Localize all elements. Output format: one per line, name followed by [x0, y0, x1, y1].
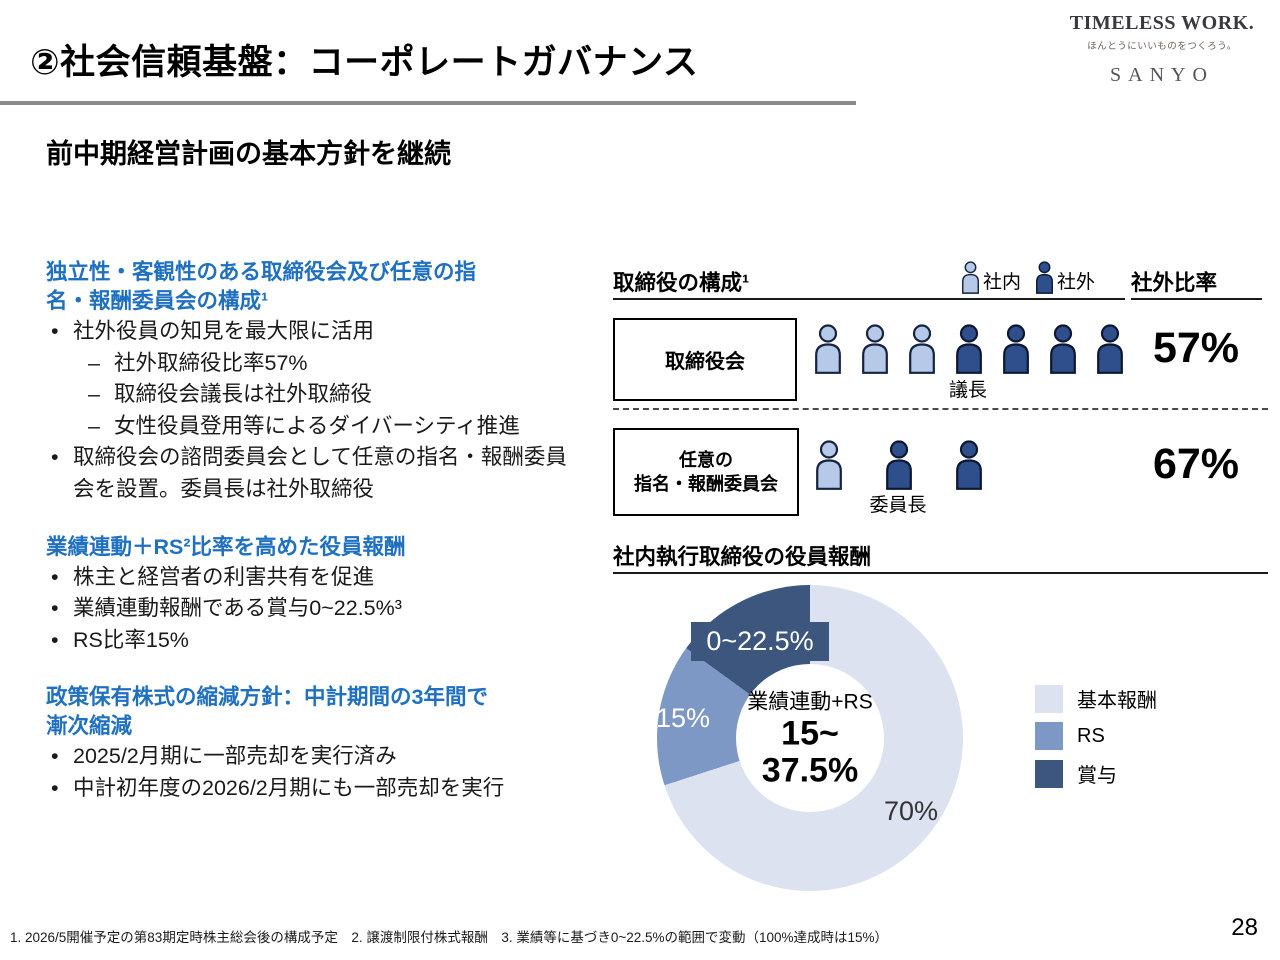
title-divider — [0, 101, 856, 105]
outside-ratio-header: 社外比率 — [1131, 271, 1218, 295]
donut-hole — [736, 664, 884, 812]
section2-heading: 業績連動＋RS²比率を高めた役員報酬 — [46, 534, 406, 559]
donut-center-text: 業績連動+RS 15~ 37.5% — [705, 686, 915, 791]
dashed-divider — [613, 408, 1268, 410]
board-composition-title: 取締役の構成¹ — [613, 271, 750, 295]
bullet-item: 取締役会の諮問委員会として任意の指名・報酬委員会を設置。委員長は社外取締役 — [46, 442, 578, 505]
person-icon-external — [953, 440, 985, 490]
bullet-item: 株主と経営者の利害共有を促進 — [46, 562, 578, 594]
person-icon-external — [1034, 261, 1055, 294]
legend-swatch-bonus — [1035, 759, 1063, 788]
page-number: 28 — [1231, 914, 1258, 941]
legend-label-bonus: 賞与 — [1077, 765, 1117, 787]
legend-item-external: 社外 — [1034, 261, 1095, 294]
legend-item-internal: 社内 — [960, 261, 1021, 294]
committee-box-line2: 指名・報酬委員会 — [634, 474, 778, 494]
donut-center-line1: 業績連動+RS — [747, 690, 873, 714]
person-icon-internal — [859, 324, 891, 374]
board-legend: 社内 社外 — [960, 261, 1105, 294]
person-icon-internal — [906, 324, 938, 374]
person-icon-external — [1047, 324, 1079, 374]
bullet-item: 中計初年度の2026/2月期にも一部売却を実行 — [46, 773, 578, 805]
person-icon-external — [883, 440, 915, 490]
bullet-item: RS比率15% — [46, 625, 578, 657]
chart-legend: 基本報酬 RS 賞与 — [1035, 684, 1157, 797]
legend-item-rs: RS — [1035, 722, 1157, 750]
slice-label-bonus: 0~22.5% — [691, 622, 829, 661]
legend-label-internal: 社内 — [983, 272, 1022, 293]
donut-center-line2: 15~ — [781, 714, 839, 753]
page-title: ②社会信頼基盤：コーポレートガバナンス — [30, 43, 699, 82]
bullet-item: 業績連動報酬である賞与0~22.5%³ — [46, 593, 578, 625]
donut-center-line3: 37.5% — [761, 752, 859, 790]
bullet-item: 社外役員の知見を最大限に活用 — [46, 316, 578, 348]
chairman-label: 議長 — [948, 380, 987, 401]
legend-item-bonus: 賞与 — [1035, 759, 1157, 788]
person-icon-external — [1094, 324, 1126, 374]
ratio-header-underline — [1131, 298, 1262, 300]
company-logo: TIMELESS WORK. ほんとうにいいものをつくろう。 SANYO — [1056, 12, 1268, 87]
legend-label-rs: RS — [1077, 724, 1105, 747]
compensation-chart-title: 社内執行取締役の役員報酬 — [613, 545, 872, 569]
legend-swatch-base — [1035, 684, 1063, 713]
person-icon-internal — [812, 324, 844, 374]
board-title-underline — [613, 298, 1125, 300]
section1-heading: 独立性・客観性のある取締役会及び任意の指名・報酬委員会の構成¹ — [46, 260, 477, 314]
compensation-title-underline — [613, 572, 1268, 574]
committee-members-icons — [813, 440, 985, 490]
logo-main-text: TIMELESS WORK. — [1069, 12, 1255, 34]
committee-outside-ratio-value: 67% — [1152, 440, 1240, 488]
board-members-icons — [812, 324, 1126, 374]
person-icon-external — [1000, 324, 1032, 374]
nomination-committee-box: 任意の 指名・報酬委員会 — [613, 428, 799, 516]
board-of-directors-box: 取締役会 — [613, 318, 797, 401]
slide-subtitle: 前中期経営計画の基本方針を継続 — [46, 139, 451, 169]
committee-box-line1: 任意の — [679, 449, 733, 470]
committee-chair-label: 委員長 — [869, 495, 927, 516]
section3-heading: 政策保有株式の縮減方針：中計期間の3年間で漸次縮減 — [46, 685, 488, 739]
legend-item-base-salary: 基本報酬 — [1035, 684, 1157, 713]
person-icon-internal — [813, 440, 845, 490]
sub-bullet-item: 取締役会議長は社外取締役 — [46, 379, 578, 411]
board-outside-ratio-value: 57% — [1152, 324, 1240, 372]
footnote: 1. 2026/5開催予定の第83期定時株主総会後の構成予定 2. 譲渡制限付株… — [10, 930, 889, 945]
slice-label-base: 70% — [884, 796, 939, 826]
slice-label-rs: 15% — [656, 703, 711, 733]
sub-bullet-item: 社外取締役比率57% — [46, 348, 578, 380]
logo-tagline: ほんとうにいいものをつくろう。 — [1087, 41, 1237, 52]
person-icon-external — [953, 324, 985, 374]
bullet-item: 2025/2月期に一部売却を実行済み — [46, 741, 578, 773]
left-column: 独立性・客観性のある取締役会及び任意の指名・報酬委員会の構成¹ 社外役員の知見を… — [46, 258, 578, 805]
legend-label-external: 社外 — [1057, 272, 1096, 293]
legend-swatch-rs — [1035, 722, 1063, 750]
logo-brand-name: SANYO — [1110, 64, 1214, 86]
person-icon-internal — [960, 261, 981, 294]
sub-bullet-item: 女性役員登用等によるダイバーシティ推進 — [46, 411, 578, 443]
legend-label-base: 基本報酬 — [1077, 690, 1157, 712]
